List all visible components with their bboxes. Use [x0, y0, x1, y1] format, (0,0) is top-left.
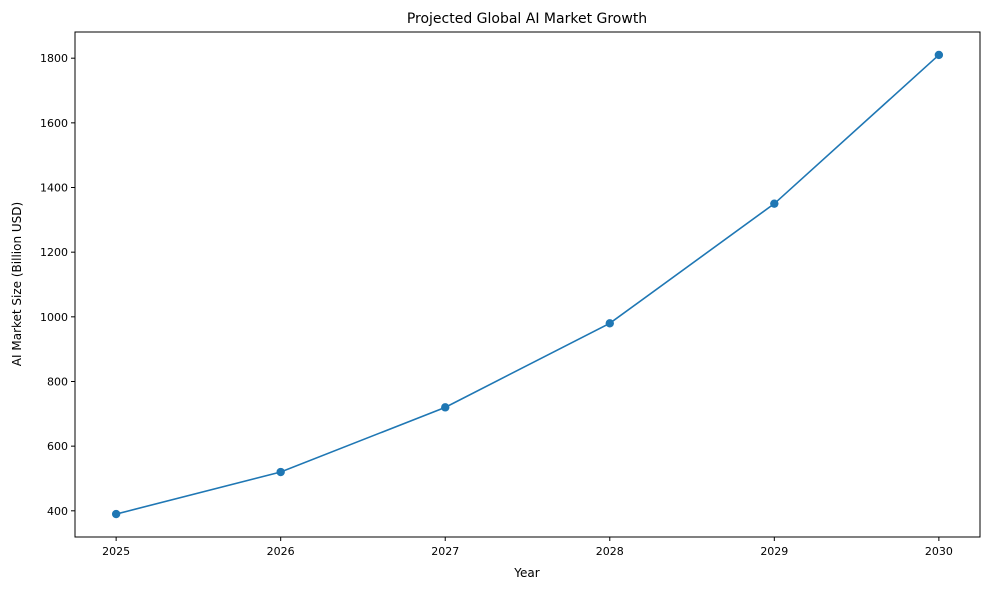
- y-tick-label: 1800: [40, 52, 68, 65]
- y-tick-label: 1600: [40, 117, 68, 130]
- data-point-2025: [111, 509, 121, 519]
- y-tick-label: 800: [47, 375, 68, 388]
- chart-title: Projected Global AI Market Growth: [407, 11, 647, 27]
- data-point-2029: [770, 199, 779, 208]
- y-tick-label: 600: [47, 440, 68, 453]
- data-point-2028: [605, 319, 614, 328]
- y-axis-label: AI Market Size (Billion USD): [10, 202, 24, 366]
- x-tick-label: 2026: [267, 545, 295, 558]
- y-tick-label: 1000: [40, 311, 68, 324]
- x-tick-label: 2030: [925, 545, 953, 558]
- y-tick-label: 1400: [40, 182, 68, 195]
- x-tick-label: 2025: [102, 545, 130, 558]
- x-tick-label: 2027: [431, 545, 459, 558]
- x-axis-label: Year: [513, 566, 539, 580]
- series-line: [115, 54, 940, 515]
- y-tick-label: 1200: [40, 246, 68, 259]
- x-tick-label: 2028: [596, 545, 624, 558]
- x-tick-label: 2029: [760, 545, 788, 558]
- y-tick-label: 400: [47, 505, 68, 518]
- data-point-2027: [441, 403, 450, 412]
- plot-area-frame: [74, 31, 981, 538]
- data-point-2026: [276, 467, 285, 477]
- data-point-2030: [934, 50, 944, 60]
